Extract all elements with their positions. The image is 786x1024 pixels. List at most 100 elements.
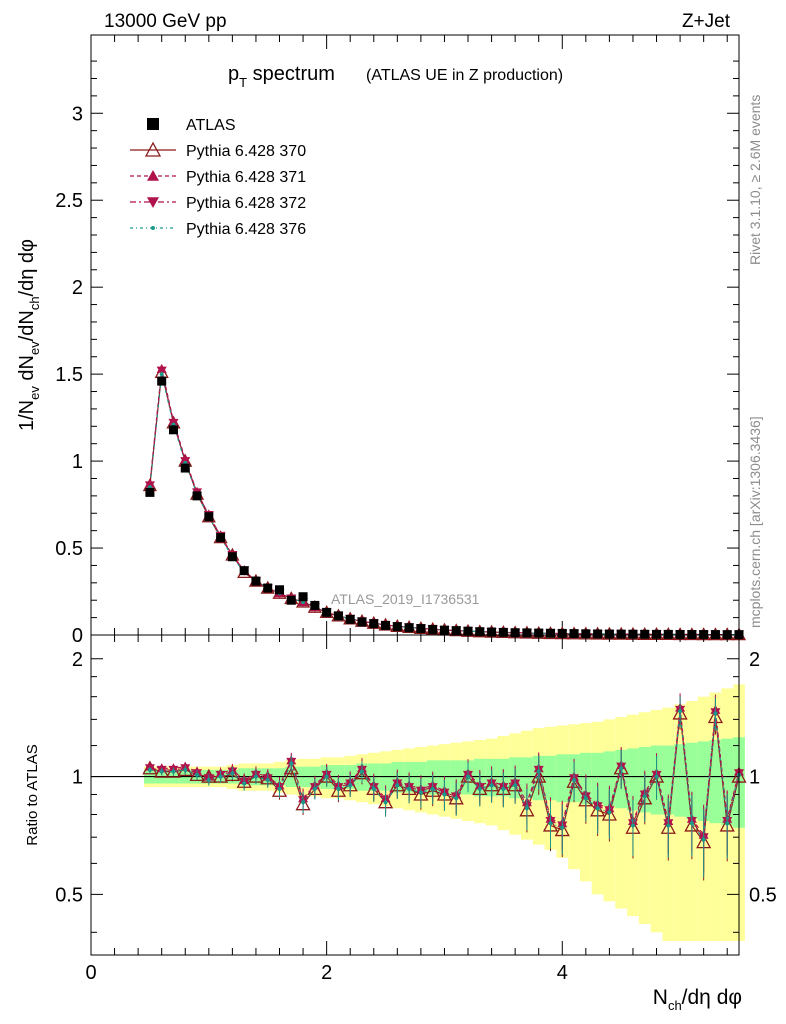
ratio-line-2 bbox=[149, 709, 740, 839]
ratio-point bbox=[666, 823, 671, 828]
y-tick-label: 0 bbox=[72, 625, 83, 647]
ratio-point bbox=[454, 796, 459, 801]
legend-marker bbox=[147, 170, 159, 181]
data-point bbox=[322, 607, 332, 617]
uncertainty-band-inner bbox=[709, 740, 722, 824]
uncertainty-band-inner bbox=[521, 757, 533, 799]
legend-label: Pythia 6.428 376 bbox=[186, 221, 306, 238]
title-paren: (ATLAS UE in Z production) bbox=[366, 67, 563, 84]
ratio-point bbox=[560, 825, 565, 830]
uncertainty-band-inner bbox=[603, 751, 616, 807]
ratio-point bbox=[501, 786, 506, 791]
data-point bbox=[192, 491, 202, 501]
header-right: Z+Jet bbox=[682, 11, 731, 32]
uncertainty-band-outer bbox=[674, 704, 686, 942]
uncertainty-band-inner bbox=[544, 755, 557, 801]
y-tick-label: 1.5 bbox=[55, 364, 83, 386]
x-tick-label: 4 bbox=[557, 962, 568, 984]
ratio-y-tick-label-right: 1 bbox=[749, 767, 760, 789]
svg-text:Rivet 3.1.10, ≥ 2.6M events: Rivet 3.1.10, ≥ 2.6M events bbox=[747, 95, 763, 265]
data-point bbox=[640, 629, 650, 639]
ratio-point bbox=[725, 821, 730, 826]
data-point bbox=[310, 600, 320, 610]
legend-label: Pythia 6.428 372 bbox=[186, 195, 306, 212]
data-point bbox=[286, 595, 296, 605]
data-point bbox=[522, 628, 532, 638]
ratio-frame bbox=[90, 634, 740, 956]
data-point bbox=[381, 620, 391, 630]
data-point bbox=[569, 629, 579, 639]
uncertainty-band-inner bbox=[685, 742, 698, 819]
data-point bbox=[439, 625, 449, 635]
ratio-point bbox=[689, 821, 694, 826]
ratio-point bbox=[324, 774, 329, 779]
ratio-y-tick-label-right: 2 bbox=[749, 649, 760, 671]
data-point bbox=[487, 627, 497, 637]
ratio-plot: 0.5 0.5 1 1 2 2 0 2 4 bbox=[55, 635, 777, 984]
data-point bbox=[369, 619, 379, 629]
data-point bbox=[475, 627, 485, 637]
data-point bbox=[157, 376, 167, 386]
data-point bbox=[404, 623, 414, 633]
ratio-point bbox=[301, 800, 306, 805]
legend-marker bbox=[151, 226, 155, 230]
data-point bbox=[663, 629, 673, 639]
ratio-y-tick-label-right: 0.5 bbox=[749, 884, 777, 906]
data-point bbox=[428, 624, 438, 634]
ratio-point bbox=[619, 766, 624, 771]
ratio-point bbox=[195, 772, 200, 777]
uncertainty-band-inner bbox=[674, 744, 686, 817]
ratio-point bbox=[701, 837, 706, 842]
main-ylabel: 1/Nev dNev/dNch/dη dφ bbox=[16, 239, 42, 431]
uncertainty-band-inner bbox=[450, 760, 463, 795]
data-point bbox=[416, 624, 426, 634]
ratio-point bbox=[171, 769, 176, 774]
ratio-point bbox=[336, 786, 341, 791]
ratio-point bbox=[359, 769, 364, 774]
ratio-point bbox=[642, 794, 647, 799]
ratio-point bbox=[218, 774, 223, 779]
legend-label: ATLAS bbox=[186, 117, 236, 134]
uncertainty-band-inner bbox=[556, 754, 569, 803]
ratio-point bbox=[206, 777, 211, 782]
data-point bbox=[557, 628, 567, 638]
legend-label: Pythia 6.428 371 bbox=[186, 169, 306, 186]
svg-text:1/Nev dNev/dNch/dη dφ: 1/Nev dNev/dNch/dη dφ bbox=[16, 239, 42, 431]
ratio-point bbox=[371, 786, 376, 791]
data-point bbox=[204, 512, 214, 522]
ratio-point bbox=[572, 777, 577, 782]
legend: ATLAS Pythia 6.428 370 Pythia 6.428 371 Pyt… bbox=[130, 117, 306, 238]
uncertainty-band-inner bbox=[697, 741, 710, 821]
legend-marker bbox=[147, 197, 159, 208]
uncertainty-band-inner bbox=[721, 738, 734, 826]
ratio-point bbox=[477, 786, 482, 791]
ratio-point bbox=[183, 767, 188, 772]
rivet-text: Rivet 3.1.10, ≥ 2.6M events bbox=[747, 95, 763, 265]
ratio-point bbox=[548, 821, 553, 826]
ratio-point bbox=[607, 810, 612, 815]
svg-text:Ratio to ATLAS: Ratio to ATLAS bbox=[24, 744, 41, 845]
ratio-point bbox=[277, 786, 282, 791]
ratio-point bbox=[430, 786, 435, 791]
ratio-point bbox=[524, 806, 529, 811]
uncertainty-band-inner bbox=[627, 748, 639, 811]
ratio-y-tick-label-left: 0.5 bbox=[55, 884, 83, 906]
data-point bbox=[392, 622, 402, 632]
series-point bbox=[156, 366, 167, 376]
data-point bbox=[168, 425, 178, 435]
y-tick-label: 2.5 bbox=[55, 190, 83, 212]
uncertainty-band-inner bbox=[591, 752, 604, 805]
ratio-point bbox=[265, 777, 270, 782]
ratio-point bbox=[654, 774, 659, 779]
svg-text:pT spectrum: pT spectrum bbox=[228, 63, 335, 90]
data-point bbox=[510, 628, 520, 638]
data-point bbox=[534, 628, 544, 638]
ratio-point bbox=[242, 781, 247, 786]
ratio-point bbox=[466, 774, 471, 779]
ratio-point bbox=[230, 771, 235, 776]
y-tick-label: 3 bbox=[72, 103, 83, 125]
ratio-point bbox=[678, 709, 683, 714]
xlabel: Nch/dη dφ bbox=[653, 986, 742, 1013]
data-point bbox=[227, 552, 237, 562]
